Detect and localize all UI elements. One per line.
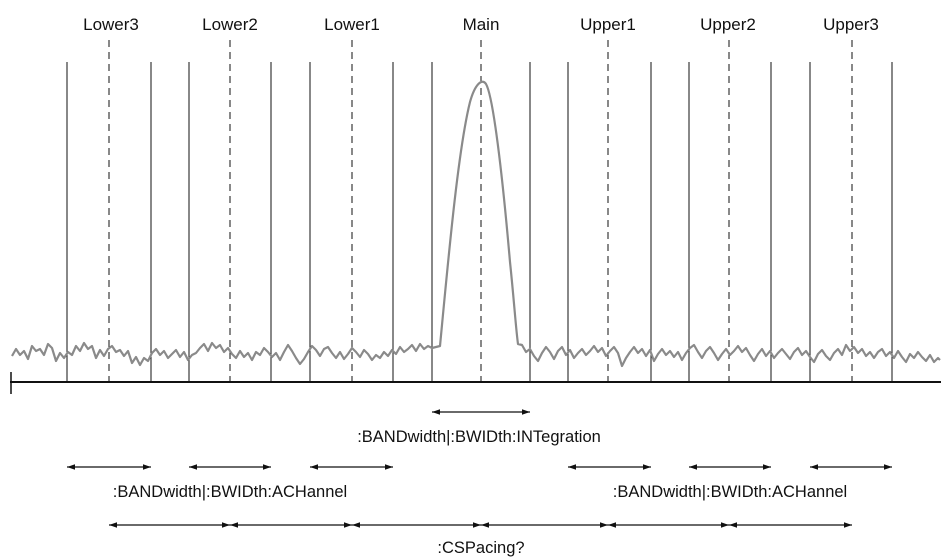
channel-label-lower2: Lower2 xyxy=(202,15,258,34)
channel-label-lower1: Lower1 xyxy=(324,15,380,34)
channel-label-upper3: Upper3 xyxy=(823,15,879,34)
channel-label-upper2: Upper2 xyxy=(700,15,756,34)
frequency-axis xyxy=(10,372,941,394)
channel-label-main: Main xyxy=(463,15,500,34)
channel-labels: Lower3 Lower2 Lower1 Main Upper1 Upper2 … xyxy=(83,15,879,34)
spectrum-trace xyxy=(11,80,941,368)
channel-boundaries xyxy=(66,62,893,382)
achannel-left-label: :BANDwidth|:BWIDth:ACHannel xyxy=(113,483,347,501)
channel-spacing-label: :CSPacing? xyxy=(437,539,524,557)
integration-bandwidth-label: :BANDwidth|:BWIDth:INTegration xyxy=(357,428,601,446)
achannel-right-label: :BANDwidth|:BWIDth:ACHannel xyxy=(613,483,847,501)
channel-centers xyxy=(108,40,853,384)
channel-label-lower3: Lower3 xyxy=(83,15,139,34)
channel-label-upper1: Upper1 xyxy=(580,15,636,34)
